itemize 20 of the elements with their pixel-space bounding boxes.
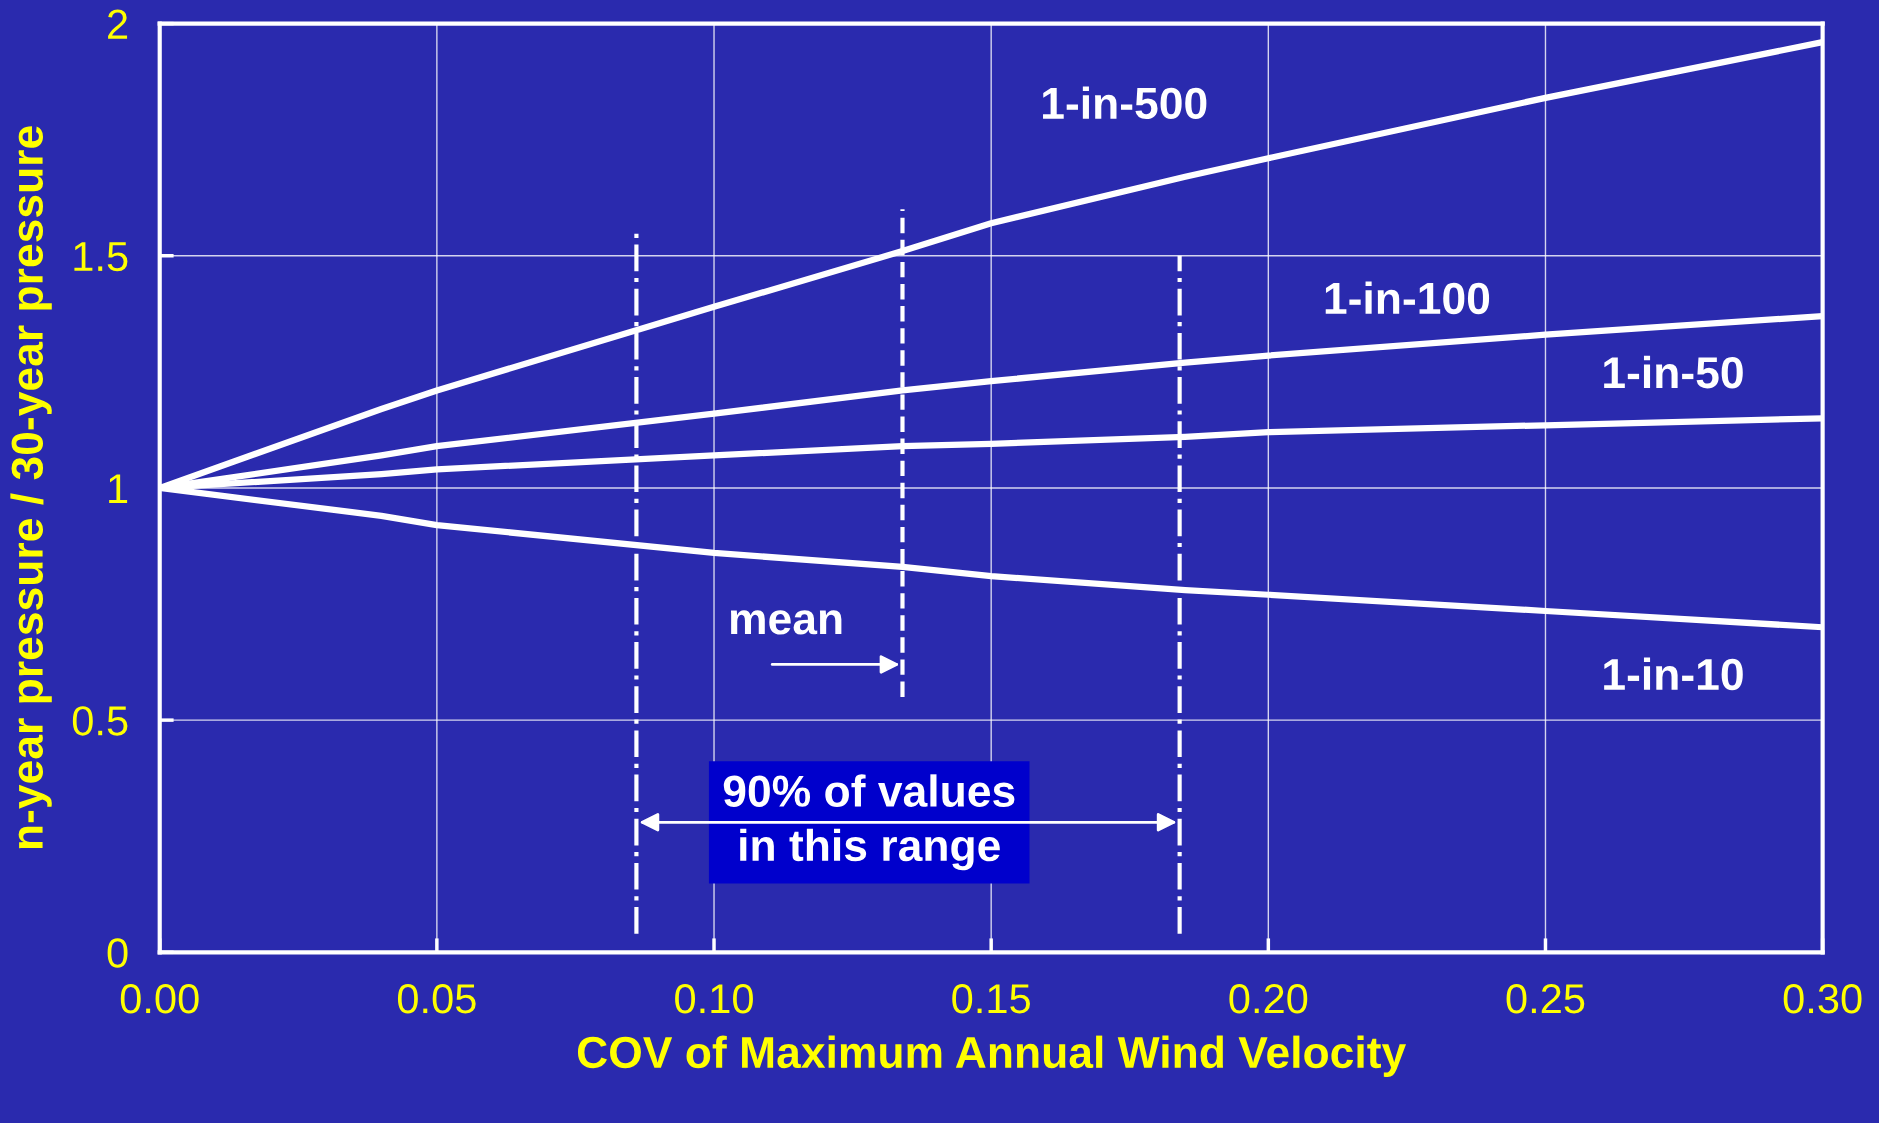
x-tick-label: 0.00 (120, 983, 199, 1014)
y-tick-label: 1.5 (74, 242, 128, 272)
x-tick-label: 0.20 (1229, 983, 1308, 1014)
y-axis-title: n-year pressure / 30-year pressure (10, 126, 52, 849)
x-tick-label: 0.25 (1506, 983, 1585, 1014)
y-tick-label: 0 (107, 938, 128, 968)
series-label: 1-in-10 (1604, 657, 1743, 691)
series-label: 1-in-500 (1043, 86, 1207, 120)
y-tick-label: 2 (108, 9, 128, 39)
x-axis-title: COV of Maximum Annual Wind Velocity (577, 1035, 1407, 1078)
annotation: 90% of values in this range (723, 774, 1015, 871)
y-tick-label: 0.5 (72, 706, 128, 736)
series-label: 1-in-100 (1325, 281, 1490, 315)
y-tick-label: 1 (109, 474, 128, 504)
series-label: 1-in-50 (1604, 355, 1743, 389)
x-tick-label: 0.05 (397, 983, 476, 1014)
x-tick-label: 0.10 (675, 983, 753, 1014)
x-tick-label: 0.30 (1783, 983, 1862, 1014)
ref-line-label: mean (730, 610, 842, 635)
x-tick-label: 0.15 (952, 983, 1030, 1014)
